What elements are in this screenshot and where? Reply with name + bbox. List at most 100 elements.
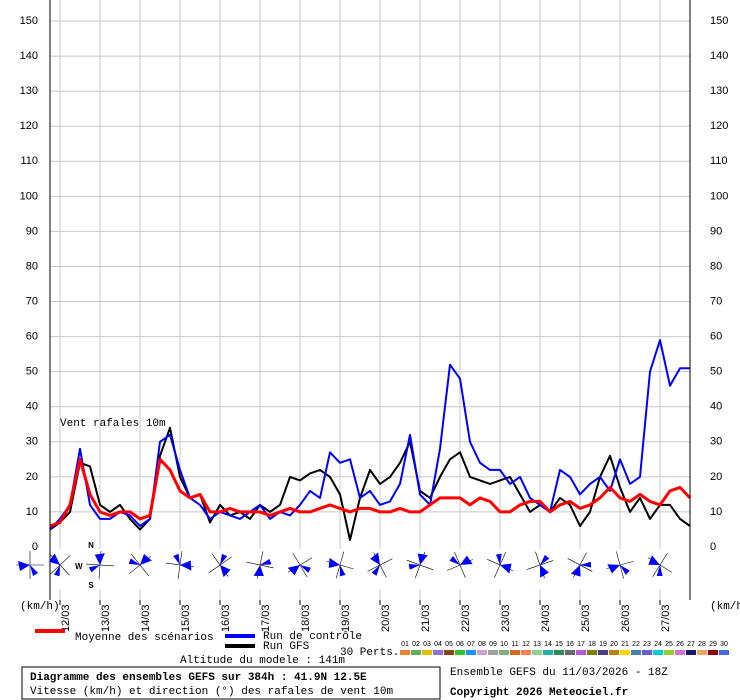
y-tick-label: 0: [32, 541, 38, 553]
y-tick-label: 80: [26, 260, 38, 272]
wind-rose: [287, 552, 313, 578]
perturbation-swatch: [477, 650, 487, 655]
footer-subtitle: Vitesse (km/h) et direction (°) des rafa…: [30, 686, 393, 698]
rose-label: W: [75, 562, 83, 571]
y-tick-label: 10: [26, 506, 38, 518]
y-tick-label: 40: [710, 401, 722, 413]
rose-petal: [220, 553, 231, 578]
y-tick-label: 130: [710, 85, 728, 97]
footer-box: [21, 666, 441, 700]
y-tick-label: 80: [710, 260, 722, 272]
rose-label: N: [88, 541, 94, 550]
perturbation-swatch: [576, 650, 586, 655]
wind-rose: [86, 551, 114, 579]
perturbation-swatch: [488, 650, 498, 655]
rose-petal: [648, 555, 663, 577]
wind-rose: [367, 552, 393, 578]
y-tick-label: 20: [26, 471, 38, 483]
perturbation-label: 12: [522, 641, 530, 648]
x-tick-label: 20/03: [380, 604, 392, 632]
perturbation-swatch: [587, 650, 597, 655]
perturbation-label: 25: [665, 641, 673, 648]
perturbation-label: 30: [720, 641, 728, 648]
altitude: Altitude du modele : 141m: [180, 655, 345, 667]
wind-rose: [326, 551, 354, 579]
perturbation-label: 16: [566, 641, 574, 648]
y-tick-label: 150: [20, 15, 38, 27]
x-tick-label: 17/03: [260, 604, 272, 632]
x-tick-label: 19/03: [340, 604, 352, 632]
x-tick-label: 14/03: [140, 604, 152, 632]
rose-axis: [246, 561, 274, 569]
perturbation-swatch: [433, 650, 443, 655]
perturbation-swatch: [609, 650, 619, 655]
run-info: Ensemble GEFS du 11/03/2026 - 18Z: [450, 667, 668, 679]
y-tick-label: 120: [20, 120, 38, 132]
rose-petal: [48, 553, 60, 577]
perturbations-title: 30 Perts.: [340, 647, 399, 659]
wind-rose: [606, 551, 634, 579]
perturbation-label: 26: [676, 641, 684, 648]
y-tick-label: 140: [710, 50, 728, 62]
series-line: [49, 457, 692, 528]
rose-petal: [328, 557, 346, 577]
perturbation-label: 05: [445, 641, 453, 648]
y-tick-label: 0: [710, 541, 716, 553]
rose-petal: [253, 558, 272, 577]
y-tick-label: 60: [26, 331, 38, 343]
y-tick-label: 30: [710, 436, 722, 448]
perturbation-swatch: [543, 650, 553, 655]
rose-petal: [449, 555, 473, 565]
copyright: Copyright 2026 Meteociel.fr: [450, 687, 628, 699]
perturbation-swatch: [554, 650, 564, 655]
perturbation-swatch: [510, 650, 520, 655]
wind-rose: [208, 553, 232, 578]
perturbation-label: 01: [401, 641, 409, 648]
perturbation-label: 13: [533, 641, 541, 648]
perturbation-swatch: [598, 650, 608, 655]
annotation: Vent rafales 10m: [60, 418, 166, 430]
perturbation-label: 14: [544, 641, 552, 648]
perturbation-swatch: [411, 650, 421, 655]
perturbation-label: 02: [412, 641, 420, 648]
perturbation-label: 20: [610, 641, 618, 648]
perturbation-label: 06: [456, 641, 464, 648]
perturbation-swatch: [499, 650, 509, 655]
y-tick-label: 70: [26, 295, 38, 307]
perturbation-label: 23: [643, 641, 651, 648]
perturbation-label: 19: [599, 641, 607, 648]
wind-rose: [48, 553, 71, 577]
wind-rose: [128, 553, 152, 577]
perturbation-label: 28: [698, 641, 706, 648]
rose-petal: [18, 561, 38, 576]
x-tick-label: 16/03: [220, 604, 232, 632]
wind-rose: [647, 552, 673, 578]
perturbation-swatch: [664, 650, 674, 655]
rose-petal: [570, 561, 592, 577]
rose-petal: [540, 554, 550, 578]
rose-petal: [408, 553, 428, 570]
x-tick-label: 21/03: [420, 604, 432, 632]
perturbation-swatch: [697, 650, 707, 655]
perturbation-swatch: [521, 650, 531, 655]
perturbation-swatch: [719, 650, 729, 655]
y-tick-label: 70: [710, 295, 722, 307]
y-tick-label: 90: [710, 225, 722, 237]
y-tick-label: 140: [20, 50, 38, 62]
y-tick-label: 110: [20, 155, 38, 167]
y-tick-label: 30: [26, 436, 38, 448]
perturbation-label: 17: [577, 641, 585, 648]
y-tick-label: 100: [710, 190, 728, 202]
x-tick-label: 27/03: [660, 604, 672, 632]
y-unit: (km/h): [710, 601, 740, 613]
perturbation-swatch: [675, 650, 685, 655]
perturbation-swatch: [422, 650, 432, 655]
y-tick-label: 90: [26, 225, 38, 237]
perturbation-swatch: [565, 650, 575, 655]
perturbation-label: 29: [709, 641, 717, 648]
perturbation-label: 10: [500, 641, 508, 648]
wind-rose: [446, 551, 474, 579]
